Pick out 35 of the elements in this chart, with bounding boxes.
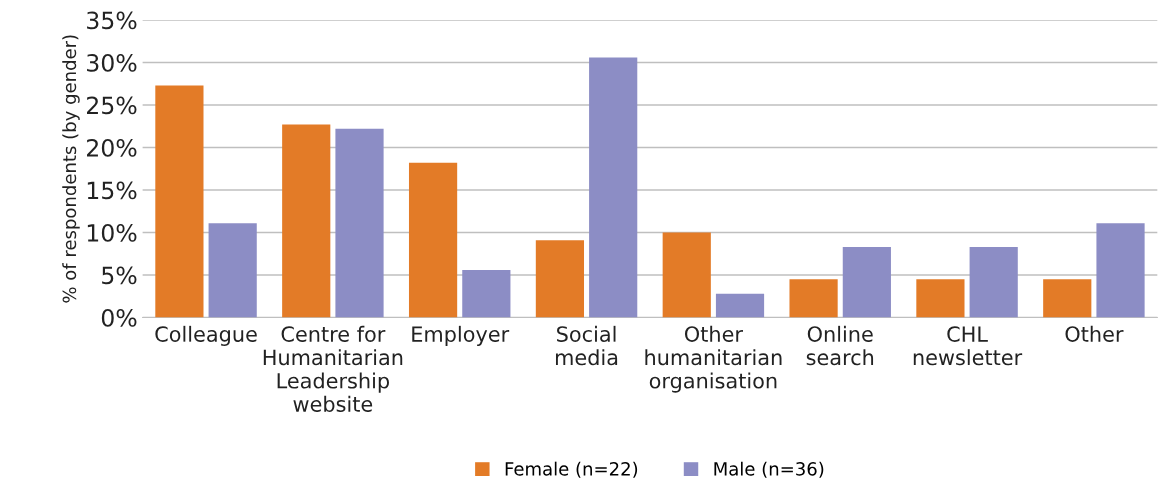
y-tick-label: 10% [87,223,137,242]
x-tick-label: Social media [555,325,618,366]
y-axis-title: % of respondents (by gender) [62,35,80,303]
y-tick-label: 30% [87,53,137,72]
x-tick-label: Employer [412,325,510,346]
x-tick-label: Other humanitarian organisation [645,325,782,393]
bar [535,240,585,318]
bar [662,232,711,318]
y-tick-label: 35% [87,11,137,30]
x-tick-label: Other [1065,325,1124,342]
bar [589,57,638,318]
x-tick-label: Centre for Humanitarian Leadership website [263,325,403,412]
bar [282,124,331,318]
bar [789,279,838,318]
y-tick-label: 0% [101,308,137,327]
legend-label: Female (n=22) [505,461,638,478]
x-tick-label: Online search [806,325,874,366]
y-tick-label: 5% [102,266,137,285]
legend-label: Male (n=36) [714,461,824,478]
bar [1096,223,1145,318]
y-tick-label: 25% [87,96,137,115]
bar [842,246,891,318]
bar [969,246,1018,318]
bar [715,293,765,318]
bar [1043,279,1092,318]
bar [462,269,511,318]
x-tick-label: Colleague [155,325,257,346]
bar [916,279,965,318]
bar [408,162,458,318]
y-tick-label: 20% [87,138,137,157]
y-tick-label: 15% [87,181,137,200]
bar [155,85,204,318]
bar [335,128,384,318]
x-tick-label: CHL newsletter [913,326,1023,366]
bar [208,223,257,318]
